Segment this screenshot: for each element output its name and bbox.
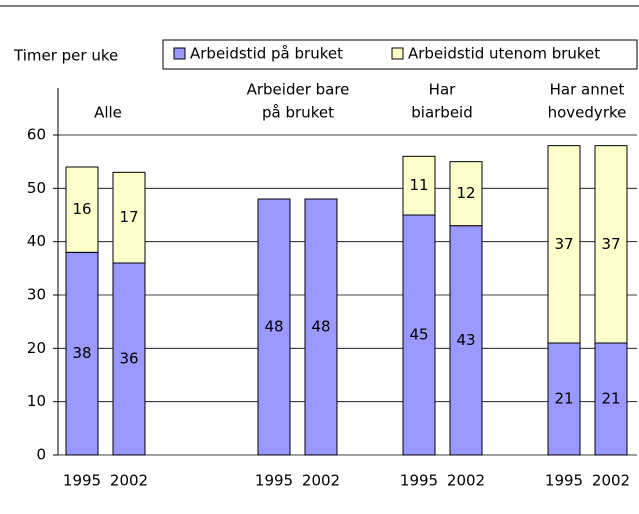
- legend-swatch: [173, 47, 186, 60]
- value-label: 37: [554, 235, 573, 253]
- legend-label: Arbeidstid på bruket: [190, 45, 343, 63]
- value-label: 37: [601, 235, 620, 253]
- legend-label: Arbeidstid utenom bruket: [408, 45, 600, 63]
- x-tick-label: 1995: [545, 472, 583, 490]
- value-label: 48: [264, 318, 283, 336]
- value-label: 16: [72, 200, 91, 218]
- group-label: biarbeid: [411, 104, 473, 122]
- group-label: Arbeider bare: [247, 81, 350, 99]
- value-label: 17: [119, 208, 138, 226]
- x-tick-label: 1995: [255, 472, 293, 490]
- y-tick-label: 60: [27, 126, 46, 144]
- x-tick-label: 2002: [302, 472, 340, 490]
- x-tick-label: 2002: [592, 472, 630, 490]
- bar-segment: [449, 225, 483, 456]
- group-label: Alle: [94, 104, 122, 122]
- y-tick-label: 10: [27, 392, 46, 410]
- value-label: 11: [409, 176, 428, 194]
- x-tick-label: 2002: [447, 472, 485, 490]
- bar-segment: [449, 161, 483, 227]
- bar-segment: [112, 262, 146, 456]
- value-label: 45: [409, 326, 428, 344]
- value-label: 48: [311, 318, 330, 336]
- value-label: 38: [72, 344, 91, 362]
- value-label: 12: [456, 184, 475, 202]
- y-tick-label: 50: [27, 179, 46, 197]
- bar-segment: [402, 155, 436, 216]
- y-axis-label: Timer per uke: [13, 47, 118, 65]
- bar-segment: [304, 198, 338, 456]
- x-tick-label: 1995: [63, 472, 101, 490]
- group-label: Har: [429, 81, 456, 99]
- y-tick-label: 30: [27, 286, 46, 304]
- y-tick-label: 0: [36, 446, 46, 464]
- x-tick-label: 2002: [110, 472, 148, 490]
- value-label: 43: [456, 331, 475, 349]
- value-label: 21: [601, 390, 620, 408]
- value-label: 21: [554, 390, 573, 408]
- bar-segment: [594, 342, 628, 456]
- y-tick-label: 20: [27, 339, 46, 357]
- bar-segment: [547, 145, 581, 344]
- bar-segment: [112, 171, 146, 264]
- y-tick-label: 40: [27, 232, 46, 250]
- group-label: hovedyrke: [548, 104, 627, 122]
- bar-segment: [547, 342, 581, 456]
- bar-segment: [65, 166, 99, 253]
- bar-segment: [257, 198, 291, 456]
- bar-segment: [594, 145, 628, 344]
- bar-segment: [402, 214, 436, 456]
- value-label: 36: [119, 350, 138, 368]
- group-label: på bruket: [262, 104, 334, 122]
- bar-segment: [65, 251, 99, 456]
- legend-box: [162, 39, 638, 70]
- group-label: Har annet: [550, 81, 625, 99]
- x-tick-label: 1995: [400, 472, 438, 490]
- legend-swatch: [391, 47, 404, 60]
